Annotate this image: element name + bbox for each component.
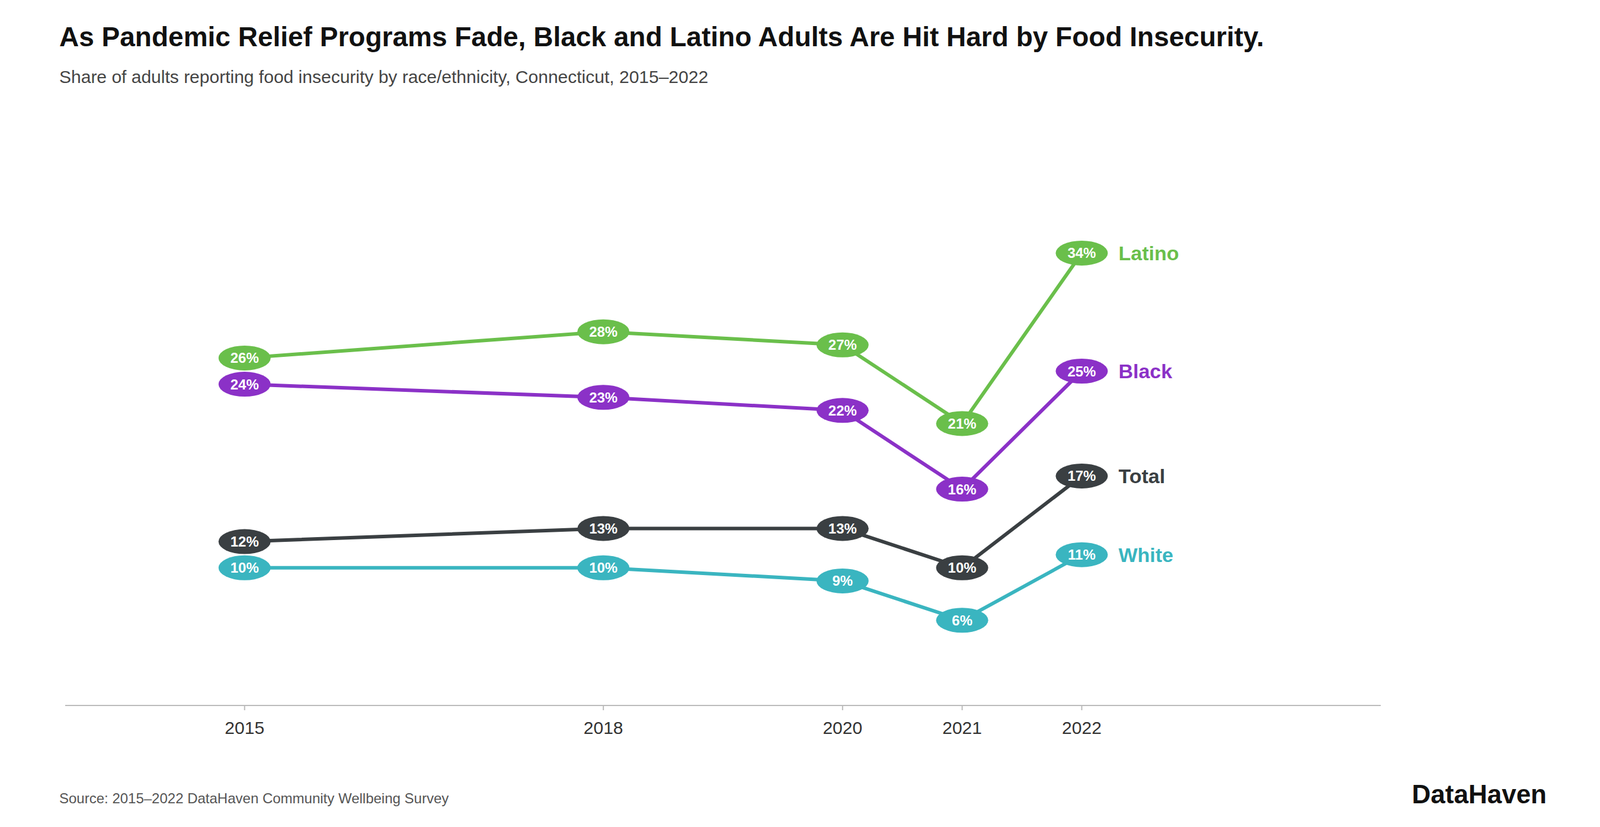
data-label: 17% [1067,467,1096,484]
data-label: 10% [230,559,259,576]
subtitle: Share of adults reporting food insecurit… [59,66,709,87]
point-marker [218,371,271,397]
data-label: 10% [589,559,618,576]
point-marker [577,384,630,410]
source: Source: 2015–2022 DataHaven Community We… [59,789,449,806]
x-tick-label: 2018 [583,717,624,738]
x-tick-label: 2020 [822,717,863,738]
data-label: 34% [1067,244,1096,261]
x-tick-label: 2021 [942,717,982,738]
point-marker [1055,463,1108,489]
point-marker [218,345,271,371]
point-marker [577,555,630,581]
point-marker [816,515,869,541]
series-name: Black [1118,359,1173,383]
x-tick [961,705,963,710]
data-label: 22% [828,402,857,419]
point-marker [1055,542,1108,568]
point-marker [816,332,869,358]
point-marker [816,397,869,423]
data-label: 23% [589,389,618,406]
point-marker [936,555,989,581]
series-name: White [1118,543,1174,566]
data-label: 13% [589,520,618,537]
point-marker [936,476,989,502]
x-tick [1080,705,1083,710]
data-label: 21% [948,415,977,432]
data-label: 13% [828,520,857,537]
point-marker [936,607,989,633]
data-label: 9% [832,572,853,589]
point-marker [577,319,630,345]
point-marker [218,529,271,555]
plot-area [218,240,1109,633]
series-line [244,253,1083,424]
point-marker [816,568,869,594]
point-marker [577,515,630,541]
series-line [244,475,1083,568]
x-tick-label: 2015 [224,717,265,738]
x-tick [602,705,604,710]
title: As Pandemic Relief Programs Fade, Black … [59,21,1264,53]
point-marker [218,555,271,581]
x-tick [842,705,844,710]
data-label: 10% [948,559,977,576]
point-marker [1055,358,1108,384]
series-line [244,370,1083,489]
data-label: 28% [589,323,618,340]
data-label: 24% [230,376,259,393]
background [0,0,1600,827]
x-tick-label: 2022 [1061,717,1102,738]
data-label: 6% [951,612,973,629]
data-label: 25% [1067,363,1096,380]
data-label: 12% [230,533,259,550]
data-label: 16% [948,481,977,498]
data-label: 11% [1067,546,1096,563]
branding: DataHaven [1412,779,1547,809]
x-axis-line [65,704,1381,706]
chart: As Pandemic Relief Programs Fade, Black … [0,0,1600,827]
data-label: 26% [230,349,259,366]
series-name: Total [1118,464,1166,488]
point-marker [936,410,989,436]
labels: 26% 28% 27% 21% 34% Latino 24% 23% 22% 16% 25% Blac… [230,241,1180,629]
data-label: 27% [828,336,857,353]
x-tick [244,705,246,710]
series-name: Latino [1118,241,1179,265]
point-marker [1055,240,1108,266]
